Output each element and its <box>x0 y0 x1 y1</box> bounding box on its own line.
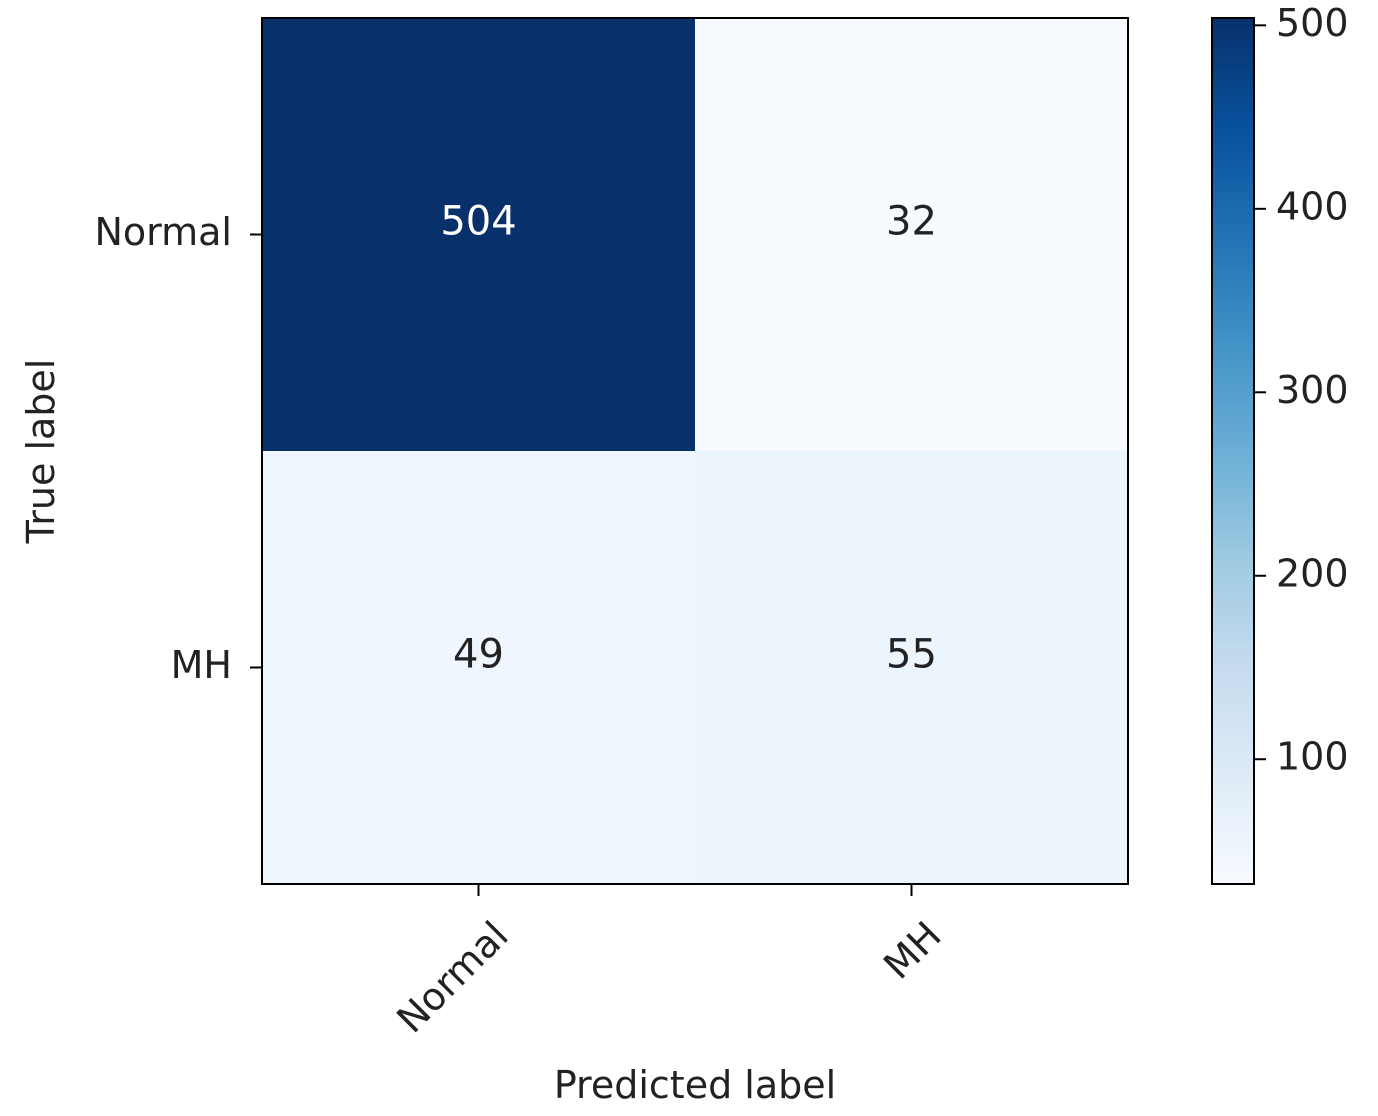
colorbar <box>1211 17 1255 885</box>
matrix-cell <box>695 451 1128 884</box>
y-tick-label: Normal <box>95 210 233 254</box>
x-axis-title: Predicted label <box>554 1063 836 1107</box>
cell-value-labels: 504 32 49 55 <box>440 199 937 678</box>
x-axis-ticks: Normal MH <box>388 884 950 1041</box>
colorbar-tick-label: 500 <box>1276 1 1349 45</box>
cell-value-label: 55 <box>886 632 937 678</box>
y-axis-title: True label <box>19 359 63 545</box>
plot-frame <box>261 17 1129 885</box>
colorbar-tick-label: 200 <box>1276 551 1349 595</box>
matrix-cell <box>695 18 1128 451</box>
colorbar-ticks: 100 200 300 400 500 <box>1254 1 1349 779</box>
matrix-cell <box>262 18 695 451</box>
x-tick-label: Normal <box>388 913 516 1041</box>
matrix-cell <box>262 451 695 884</box>
y-axis-ticks: Normal MH <box>95 210 262 687</box>
colorbar-tick-label: 100 <box>1276 735 1349 779</box>
cell-value-label: 32 <box>886 199 937 245</box>
colorbar-tick-label: 300 <box>1276 368 1349 412</box>
x-tick-label: MH <box>875 913 950 988</box>
colorbar-tick-label: 400 <box>1276 184 1349 228</box>
matrix-cells <box>262 18 1128 884</box>
cell-value-label: 49 <box>453 632 504 678</box>
y-tick-label: MH <box>171 643 232 687</box>
cell-value-label: 504 <box>440 199 516 245</box>
